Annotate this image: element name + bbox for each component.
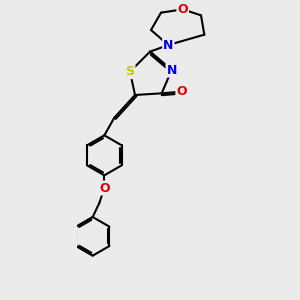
Text: O: O [99, 182, 110, 194]
Text: S: S [125, 65, 134, 78]
Text: O: O [177, 3, 188, 16]
Text: N: N [163, 38, 173, 52]
Text: O: O [176, 85, 187, 98]
Text: N: N [167, 64, 177, 76]
